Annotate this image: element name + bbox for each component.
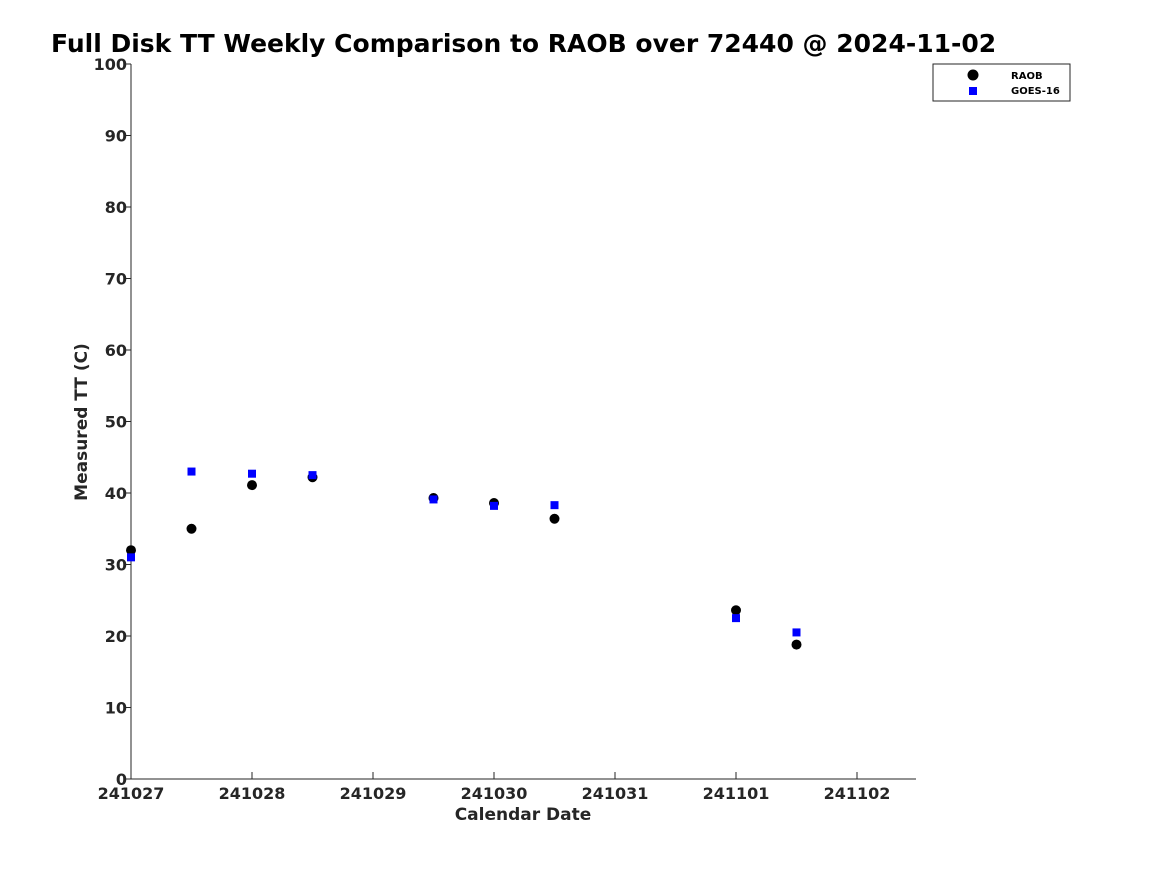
y-axis-label: Measured TT (C) [72,343,92,501]
x-tick-label: 241029 [340,784,407,803]
goes16-point [792,628,801,637]
x-tick-label: 241102 [824,784,891,803]
y-tick-label: 50 [105,413,127,432]
goes16-point [127,553,135,562]
goes16-point [490,501,498,510]
chart-title: Full Disk TT Weekly Comparison to RAOB o… [51,29,996,58]
raob-point [247,480,257,491]
x-tick-label: 241030 [461,784,528,803]
x-ticks: 241027 241028 241029 241030 241031 241101 2411… [98,772,891,803]
y-tick-label: 70 [105,270,127,289]
x-tick-label: 241031 [582,784,649,803]
raob-point [549,513,560,524]
legend-box [932,63,1071,102]
legend: RAOB GOES-16 [932,63,1071,102]
raob-point [126,545,136,556]
legend-marker-raob [967,69,979,81]
goes16-point [308,471,317,480]
goes16-point [248,469,256,478]
y-tick-label: 80 [105,198,127,217]
y-tick-label: 60 [105,341,127,360]
y-tick-label: 90 [105,127,127,146]
goes16-point [187,467,196,476]
goes16-point [429,495,438,504]
legend-label-raob: RAOB [1011,71,1043,82]
raob-point [791,639,802,650]
y-tick-label: 40 [105,484,127,503]
y-tick-label: 10 [105,699,127,718]
raob-point [186,523,197,534]
x-axis-label: Calendar Date [455,805,592,825]
x-tick-label: 241028 [219,784,286,803]
x-tick-label: 241101 [703,784,770,803]
legend-label-goes16: GOES-16 [1011,86,1060,97]
legend-marker-goes16 [969,87,977,95]
goes16-point [550,501,559,510]
data-points [126,467,802,650]
y-tick-label: 30 [105,556,127,575]
goes16-point [732,614,740,623]
x-tick-label: 241027 [98,784,165,803]
y-tick-label: 0 [116,770,127,789]
raob-point [731,605,741,616]
y-tick-label: 20 [105,627,127,646]
y-tick-label: 100 [94,55,127,74]
y-ticks: 0 10 20 30 40 50 60 70 80 90 100 [94,55,131,789]
